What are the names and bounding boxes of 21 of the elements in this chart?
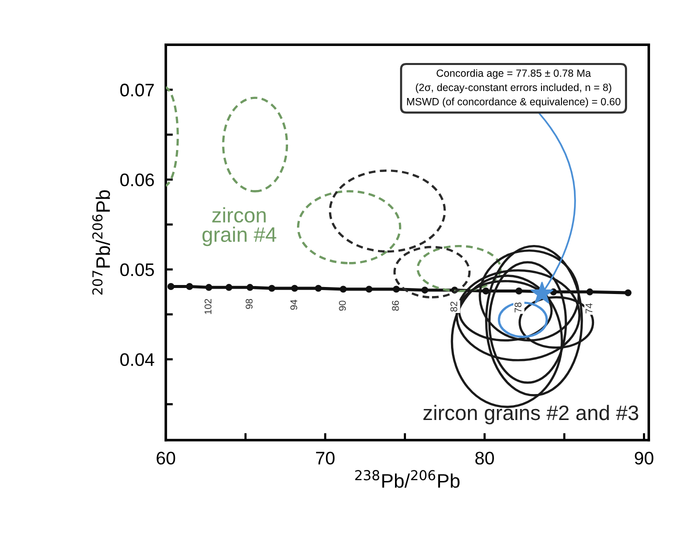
- annotation: zircon grain #4: [202, 207, 276, 246]
- x-tick-label: 80: [475, 452, 494, 465]
- x-tick-label: 60: [156, 452, 176, 465]
- y-tick-label: 0.06: [120, 174, 154, 186]
- x-tick-label: 70: [316, 452, 335, 465]
- annotation: 82: [450, 302, 458, 312]
- annotation: 90: [338, 300, 346, 311]
- x-axis-title: $^{238}$Pb/$^{206}$Pb: [355, 470, 460, 488]
- annotation: 94: [290, 300, 298, 310]
- y-axis-title: $^{207}$Pb/$^{206}$Pb: [92, 190, 110, 295]
- annotation: 86: [392, 300, 399, 311]
- annotation: 102: [204, 299, 212, 314]
- annotation: zircon grains #2 and #3: [423, 404, 638, 424]
- y-tick-label: 0.04: [120, 353, 154, 366]
- annotation: Concordia age = 77.85 ± 0.78 Ma (2σ, decay-constant errors included, n = 8) MSWD (of concordance & equivalence) = 0.60: [407, 69, 620, 108]
- y-tick-label: 0.07: [120, 84, 154, 96]
- y-tick-label: 0.05: [120, 263, 154, 276]
- annotation: 74: [586, 303, 592, 314]
- x-tick-label: 90: [634, 452, 654, 465]
- annotation: 98: [246, 298, 253, 309]
- annotation: 78: [514, 302, 522, 312]
